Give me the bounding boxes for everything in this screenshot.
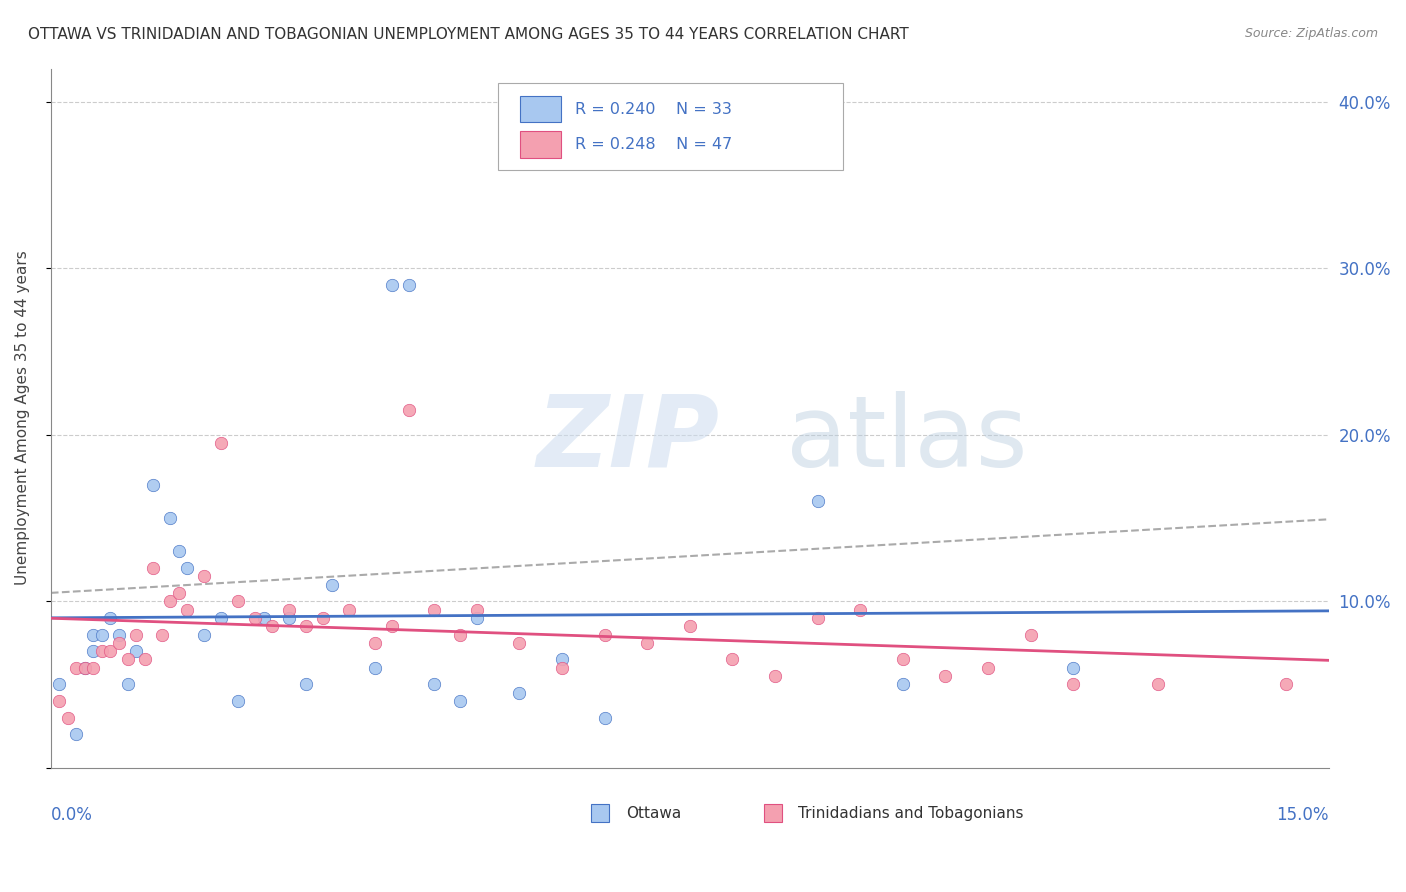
Point xyxy=(551,661,574,675)
Point xyxy=(209,436,232,450)
Point xyxy=(295,619,318,633)
Point xyxy=(807,494,830,508)
Point xyxy=(91,644,114,658)
Point xyxy=(423,602,446,616)
Point xyxy=(465,602,488,616)
Point xyxy=(636,636,658,650)
Point xyxy=(1275,677,1298,691)
Point xyxy=(1147,677,1170,691)
Point xyxy=(176,602,198,616)
Point xyxy=(1062,677,1084,691)
Point xyxy=(167,586,190,600)
Point xyxy=(91,627,114,641)
Point xyxy=(551,652,574,666)
Point xyxy=(100,644,122,658)
Point xyxy=(977,661,1000,675)
Point xyxy=(150,627,173,641)
Point xyxy=(142,561,165,575)
Point xyxy=(108,636,131,650)
Point xyxy=(56,711,79,725)
Point xyxy=(1062,661,1084,675)
Point xyxy=(226,694,249,708)
Point xyxy=(73,661,96,675)
Point xyxy=(807,611,830,625)
Point xyxy=(159,594,181,608)
Point xyxy=(82,661,104,675)
Text: atlas: atlas xyxy=(786,391,1028,488)
Point xyxy=(167,544,190,558)
Point xyxy=(295,677,318,691)
Point xyxy=(763,669,786,683)
Point xyxy=(363,661,385,675)
Point xyxy=(934,669,956,683)
Point xyxy=(1019,627,1042,641)
FancyBboxPatch shape xyxy=(498,82,844,169)
Point xyxy=(262,619,284,633)
Point xyxy=(381,619,404,633)
Point xyxy=(593,627,616,641)
Text: R = 0.240    N = 33: R = 0.240 N = 33 xyxy=(575,102,731,117)
Point xyxy=(245,611,267,625)
Point xyxy=(321,577,343,591)
Point xyxy=(278,611,301,625)
Point xyxy=(226,594,249,608)
Point xyxy=(363,636,385,650)
Point xyxy=(65,727,87,741)
Point xyxy=(849,602,872,616)
Point xyxy=(82,644,104,658)
Text: Source: ZipAtlas.com: Source: ZipAtlas.com xyxy=(1244,27,1378,40)
Point xyxy=(312,611,335,625)
Point xyxy=(193,627,215,641)
Point xyxy=(423,677,446,691)
Point xyxy=(508,686,530,700)
Point xyxy=(891,652,914,666)
Point xyxy=(125,644,148,658)
Text: R = 0.248    N = 47: R = 0.248 N = 47 xyxy=(575,137,733,153)
Point xyxy=(73,661,96,675)
Text: 0.0%: 0.0% xyxy=(51,806,93,824)
Point xyxy=(253,611,276,625)
Point xyxy=(679,619,702,633)
Point xyxy=(134,652,156,666)
Point xyxy=(117,652,139,666)
Point xyxy=(891,677,914,691)
Text: ZIP: ZIP xyxy=(537,391,720,488)
Point xyxy=(508,636,530,650)
Text: OTTAWA VS TRINIDADIAN AND TOBAGONIAN UNEMPLOYMENT AMONG AGES 35 TO 44 YEARS CORR: OTTAWA VS TRINIDADIAN AND TOBAGONIAN UNE… xyxy=(28,27,908,42)
Point xyxy=(398,277,420,292)
Point xyxy=(108,627,131,641)
Point xyxy=(381,277,404,292)
Point xyxy=(278,602,301,616)
Point xyxy=(159,511,181,525)
Point xyxy=(593,711,616,725)
Y-axis label: Unemployment Among Ages 35 to 44 years: Unemployment Among Ages 35 to 44 years xyxy=(15,251,30,585)
Point xyxy=(337,602,360,616)
Point xyxy=(48,677,70,691)
Point xyxy=(125,627,148,641)
Text: Ottawa: Ottawa xyxy=(626,805,681,821)
Point xyxy=(449,627,471,641)
Point xyxy=(176,561,198,575)
Point xyxy=(721,652,744,666)
FancyBboxPatch shape xyxy=(520,131,561,158)
Point xyxy=(209,611,232,625)
Point xyxy=(449,694,471,708)
Text: Trinidadians and Tobagonians: Trinidadians and Tobagonians xyxy=(799,805,1024,821)
Point xyxy=(65,661,87,675)
Point xyxy=(82,627,104,641)
Point xyxy=(142,477,165,491)
Point xyxy=(193,569,215,583)
Point xyxy=(398,402,420,417)
Point xyxy=(48,694,70,708)
FancyBboxPatch shape xyxy=(520,95,561,122)
Point xyxy=(465,611,488,625)
Text: 15.0%: 15.0% xyxy=(1277,806,1329,824)
Point xyxy=(117,677,139,691)
Point xyxy=(100,611,122,625)
